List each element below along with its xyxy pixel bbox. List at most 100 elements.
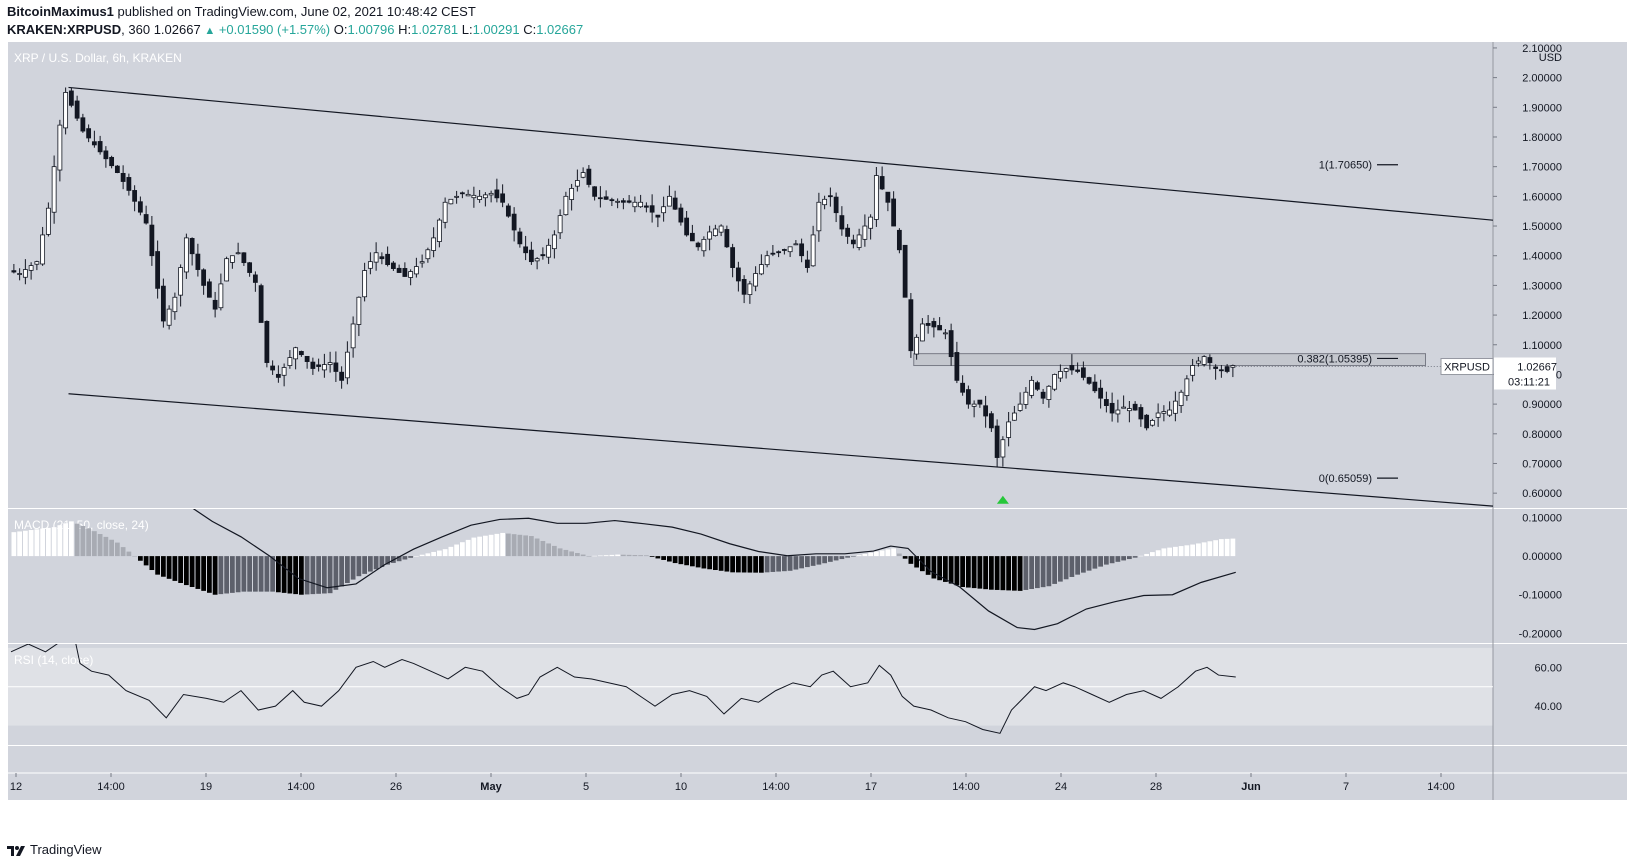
candle-down: [500, 193, 506, 203]
macd-histogram-bar: [925, 556, 931, 575]
candle-up: [1167, 409, 1173, 416]
macd-histogram-bar: [966, 556, 971, 588]
channel-upper-line: [68, 86, 1494, 221]
macd-histogram-bar: [874, 551, 879, 557]
candle-up: [327, 362, 333, 365]
rsi-tick-label: 40.00: [1534, 701, 1562, 713]
candle-up: [436, 219, 442, 242]
candle-down: [1109, 402, 1115, 414]
candle-up: [344, 351, 350, 379]
candle-up: [488, 192, 494, 196]
candle-down: [195, 253, 201, 270]
macd-histogram-bar: [189, 556, 195, 588]
macd-histogram-bar: [667, 556, 672, 562]
candle-down: [1144, 414, 1150, 429]
macd-histogram-bar: [184, 556, 189, 586]
candle-up: [1023, 391, 1029, 405]
candle-down: [333, 362, 339, 372]
price-tick-label: 1.90000: [1522, 102, 1562, 114]
candle-up: [793, 243, 799, 246]
candle-down: [649, 205, 655, 213]
publisher-name[interactable]: BitcoinMaximus1: [7, 4, 114, 19]
macd-histogram-bar: [1023, 556, 1029, 590]
macd-histogram-bar: [57, 525, 63, 557]
candle-up: [810, 234, 816, 267]
macd-histogram-bar: [471, 537, 477, 557]
macd-histogram-bar: [1230, 538, 1236, 557]
macd-histogram-bar: [253, 556, 258, 592]
candles: [11, 87, 1236, 468]
macd-histogram-bar: [764, 556, 770, 573]
fib-level-label: 1(1.70650): [1319, 160, 1372, 172]
candle-up: [166, 308, 172, 326]
macd-histogram-bar: [97, 534, 103, 557]
macd-histogram-bar: [1035, 556, 1040, 589]
macd-histogram-bar: [741, 556, 747, 573]
interval: 360: [128, 22, 151, 37]
macd-histogram-bar: [293, 556, 298, 595]
macd-histogram-bar: [1086, 556, 1092, 571]
close-label: C:: [523, 22, 537, 37]
time-tick-label: 7: [1343, 781, 1349, 793]
macd-histogram-bar: [707, 556, 712, 570]
macd-histogram-bar: [782, 556, 787, 572]
macd-histogram-bar: [724, 556, 730, 572]
macd-histogram-bar: [736, 556, 741, 573]
price-tick-label: 2.10000: [1522, 43, 1562, 55]
time-tick-label: 5: [583, 781, 589, 793]
macd-histogram-bar: [327, 556, 333, 594]
symbol-tag: [1440, 358, 1494, 376]
candle-down: [316, 364, 322, 367]
candle-down: [1080, 367, 1086, 378]
price-tick-label: 1.60000: [1522, 191, 1562, 203]
candle-up: [218, 283, 224, 309]
candle-down: [770, 252, 776, 255]
macd-histogram-bar: [839, 556, 845, 560]
candle-down: [655, 214, 661, 218]
macd-histogram-bar: [1127, 556, 1132, 560]
candle-up: [28, 265, 34, 271]
macd-histogram-bar: [17, 531, 22, 557]
macd-histogram-bar: [339, 556, 344, 587]
candle-down: [1086, 377, 1092, 384]
candle-up: [1006, 421, 1012, 438]
macd-histogram-bar: [713, 556, 718, 571]
publish-text: published on TradingView.com, June 02, 2…: [117, 4, 476, 19]
macd-histogram-bar: [34, 529, 40, 557]
candle-up: [1029, 379, 1035, 396]
macd-histogram-bar: [218, 556, 224, 595]
candle-down: [252, 274, 258, 283]
candle-up: [546, 244, 552, 258]
candle-up: [1115, 409, 1121, 415]
macd-histogram-bar: [1000, 556, 1006, 591]
macd-histogram-bar: [109, 539, 114, 557]
macd-histogram-bar: [546, 543, 551, 557]
candle-down: [827, 195, 833, 198]
macd-histogram-bar: [862, 553, 868, 557]
time-tick-label: 14:00: [952, 781, 980, 793]
candle-down: [730, 247, 736, 268]
macd-histogram-bar: [684, 556, 689, 566]
macd-histogram-bar: [316, 556, 321, 594]
macd-histogram-bar: [454, 544, 459, 557]
candle-down: [592, 186, 598, 197]
macd-histogram-bar: [241, 556, 247, 592]
publish-line: BitcoinMaximus1 published on TradingView…: [7, 4, 476, 19]
macd-histogram-bar: [1104, 556, 1109, 565]
macd-histogram-bar: [270, 556, 275, 592]
candle-down: [149, 224, 155, 257]
macd-histogram-bar: [437, 550, 442, 557]
candle-up: [287, 357, 293, 366]
candle-up: [1190, 365, 1196, 376]
candle-down: [132, 190, 138, 202]
candle-up: [747, 283, 753, 296]
macd-tick-label: -0.20000: [1519, 628, 1562, 640]
macd-tick-label: -0.10000: [1519, 590, 1562, 602]
macd-histogram-bar: [483, 535, 488, 557]
macd-line: [192, 509, 1236, 631]
low-label: L:: [461, 22, 473, 37]
price-unit-label: USD: [1539, 52, 1562, 64]
macd-histogram-bar: [730, 556, 735, 573]
candle-down: [1224, 366, 1230, 372]
